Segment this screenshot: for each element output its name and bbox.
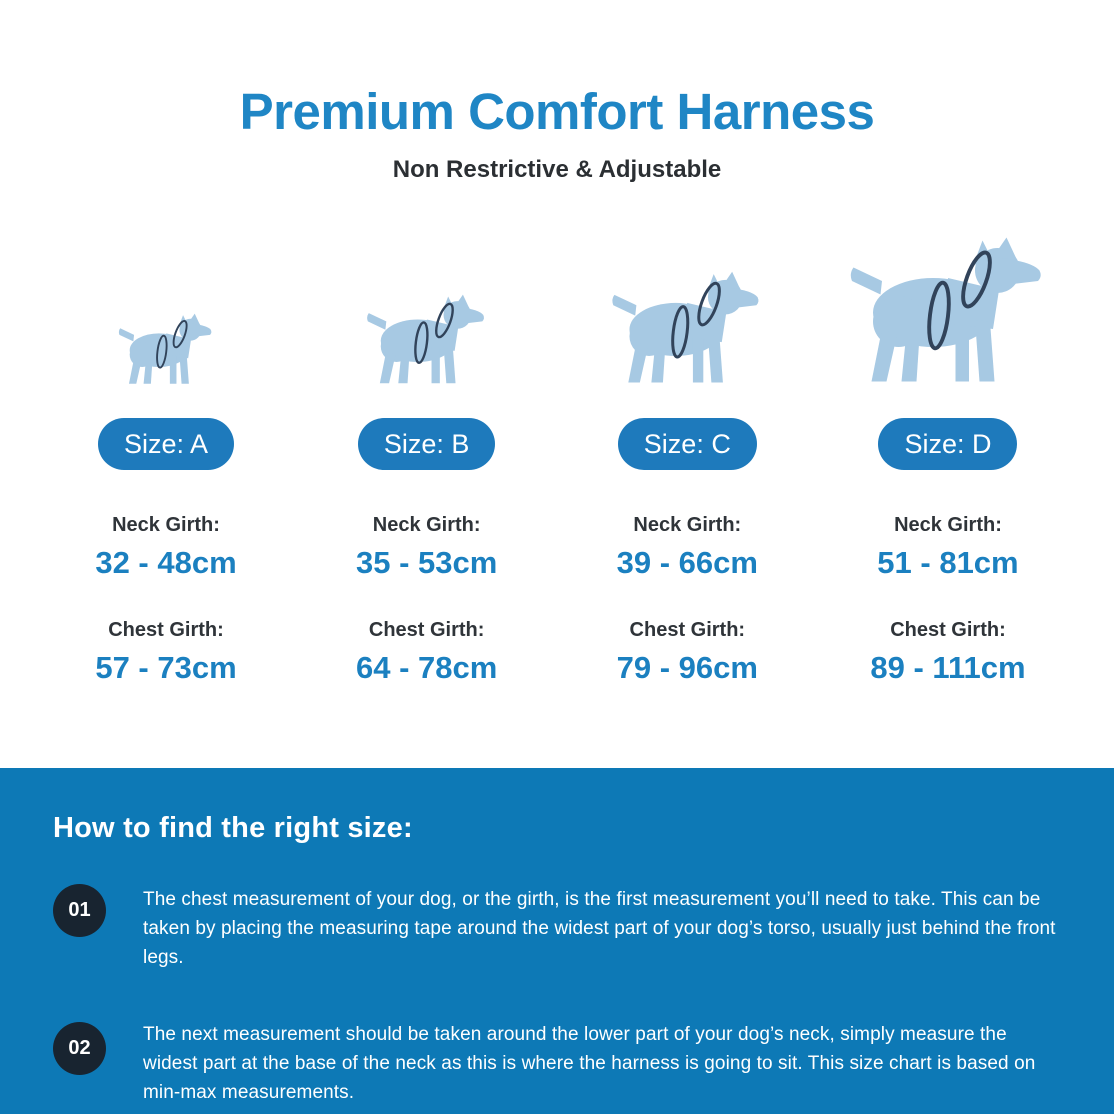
dog-silhouette-harness-icon [117,312,213,385]
size-c-badge[interactable]: Size: C [617,418,757,471]
size-b-badge[interactable]: Size: B [357,418,496,471]
chest-girth-label: Chest Girth: [629,619,746,642]
sizing-instructions-footer: How to find the right size: 01 The chest… [0,768,1114,1114]
size-column-d: Size: D Neck Girth: 51 - 81cm Chest Girt… [822,184,1074,686]
neck-girth-value: 32 - 48cm [95,545,237,581]
chest-girth-value: 89 - 111cm [870,650,1026,686]
chest-girth-value: 57 - 73cm [95,650,237,686]
neck-girth-value: 35 - 53cm [355,545,498,581]
size-column-a: Size: A Neck Girth: 32 - 48cm Chest Girt… [40,184,292,686]
neck-girth-value: 39 - 66cm [616,545,758,581]
size-a-badge[interactable]: Size: A [97,418,235,471]
size-columns: Size: A Neck Girth: 32 - 48cm Chest Girt… [0,184,1114,686]
chest-girth-label: Chest Girth: [890,619,1006,642]
size-column-b: Size: B Neck Girth: 35 - 53cm Chest Girt… [301,184,553,686]
step-1-number-badge: 01 [53,884,106,937]
size-column-c: Size: C Neck Girth: 39 - 66cm Chest Girt… [561,184,813,686]
size-d-badge[interactable]: Size: D [878,418,1018,471]
step-1: 01 The chest measurement of your dog, or… [53,882,1064,972]
neck-girth-label: Neck Girth: [112,514,220,537]
dog-illustration-wrap [365,184,488,386]
page-title: Premium Comfort Harness [239,83,875,140]
chest-girth-value: 64 - 78cm [355,650,498,686]
dog-illustration-wrap [611,184,763,386]
dog-illustration-wrap [117,184,214,386]
dog-silhouette-harness-icon [365,293,485,385]
step-2-number-badge: 02 [53,1022,106,1075]
neck-girth-value: 51 - 81cm [877,545,1019,581]
neck-girth-label: Neck Girth: [894,514,1002,537]
dog-silhouette-harness-icon [611,270,761,385]
header: Premium Comfort Harness Non Restrictive … [0,0,1114,184]
chest-girth-label: Chest Girth: [108,619,224,642]
step-2-text: The next measurement should be taken aro… [143,1024,1036,1103]
step-2: 02 The next measurement should be taken … [53,1020,1064,1107]
chest-girth-label: Chest Girth: [368,619,485,642]
page-subtitle: Non Restrictive & Adjustable [392,156,722,184]
neck-girth-label: Neck Girth: [372,514,481,537]
chest-girth-value: 79 - 96cm [616,650,758,686]
dog-illustration-wrap [848,184,1047,386]
footer-heading: How to find the right size: [53,812,413,844]
neck-girth-label: Neck Girth: [633,514,742,537]
step-1-text: The chest measurement of your dog, or th… [143,889,1056,968]
dog-silhouette-harness-icon [848,235,1043,384]
